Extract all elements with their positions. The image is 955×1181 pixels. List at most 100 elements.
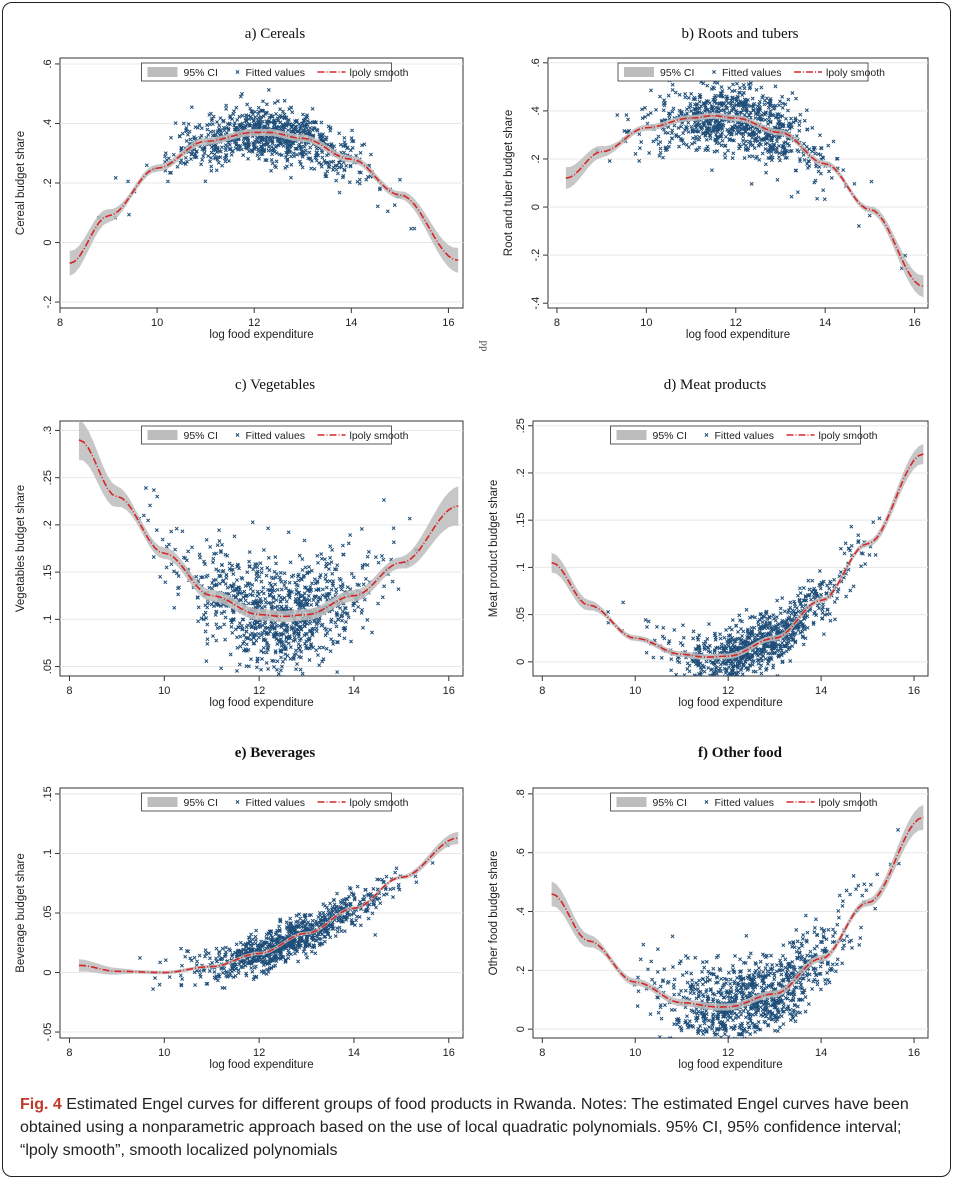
fitted-value-point bbox=[348, 163, 353, 168]
fitted-value-point bbox=[752, 651, 757, 656]
fitted-value-point bbox=[661, 108, 666, 113]
fitted-value-point bbox=[274, 632, 279, 637]
fitted-value-point bbox=[365, 905, 370, 909]
fitted-value-point bbox=[255, 140, 260, 145]
fitted-value-point bbox=[317, 575, 322, 580]
legend-ci-swatch bbox=[147, 67, 178, 77]
fitted-value-point bbox=[777, 143, 781, 148]
legend-fitted-marker bbox=[712, 70, 716, 74]
fitted-value-point bbox=[710, 109, 715, 114]
y-tick-label: .2 bbox=[530, 154, 542, 163]
fitted-value-point bbox=[661, 155, 665, 160]
fitted-value-point bbox=[205, 127, 210, 132]
fitted-value-point bbox=[303, 148, 308, 153]
fitted-value-point bbox=[669, 668, 674, 673]
fitted-value-point bbox=[832, 600, 837, 604]
y-tick-label: .6 bbox=[42, 59, 54, 68]
fitted-value-point bbox=[646, 619, 651, 624]
fitted-value-point bbox=[724, 96, 729, 101]
fitted-value-point bbox=[758, 630, 762, 635]
fitted-value-point bbox=[243, 145, 248, 150]
fitted-value-point bbox=[763, 146, 768, 151]
fitted-value-point bbox=[792, 632, 797, 637]
fitted-value-point bbox=[324, 627, 329, 632]
fitted-value-point bbox=[376, 560, 381, 565]
fitted-value-point bbox=[269, 120, 274, 125]
fitted-value-point bbox=[218, 149, 223, 154]
fitted-value-point bbox=[827, 586, 832, 591]
fitted-value-point bbox=[202, 151, 207, 155]
fitted-value-point bbox=[606, 609, 611, 614]
fitted-value-point bbox=[691, 111, 696, 116]
fitted-value-point bbox=[264, 630, 269, 635]
fitted-value-point bbox=[704, 659, 709, 664]
fitted-value-point bbox=[796, 609, 801, 614]
fitted-value-point bbox=[271, 148, 276, 153]
fitted-value-point bbox=[256, 631, 261, 636]
fitted-value-point bbox=[797, 157, 802, 161]
fitted-value-point bbox=[233, 595, 238, 600]
fitted-value-point bbox=[266, 144, 271, 149]
legend-smooth-label: lpoly smooth bbox=[826, 67, 885, 79]
y-tick-label: .2 bbox=[42, 178, 54, 187]
fitted-value-point bbox=[298, 619, 303, 624]
fitted-value-point bbox=[230, 563, 235, 568]
fitted-value-point bbox=[682, 128, 687, 133]
fitted-value-point bbox=[273, 650, 278, 655]
fitted-value-point bbox=[251, 601, 256, 606]
x-tick-label: 12 bbox=[730, 317, 742, 329]
fitted-value-point bbox=[229, 620, 234, 625]
fitted-value-point bbox=[269, 623, 274, 628]
legend-ci-label: 95% CI bbox=[184, 430, 218, 442]
fitted-value-point bbox=[759, 671, 764, 676]
fitted-value-point bbox=[365, 554, 370, 559]
fitted-value-point bbox=[787, 637, 792, 642]
fitted-value-point bbox=[231, 617, 236, 622]
fitted-value-point bbox=[821, 602, 826, 607]
fitted-value-point bbox=[330, 547, 335, 552]
fitted-value-point bbox=[842, 551, 847, 556]
fitted-value-point bbox=[126, 179, 131, 184]
fitted-value-point bbox=[712, 662, 717, 667]
fitted-value-point bbox=[696, 121, 701, 125]
fitted-value-point bbox=[722, 674, 727, 676]
fitted-value-point bbox=[349, 912, 354, 917]
fitted-value-point bbox=[790, 637, 795, 642]
fitted-value-point bbox=[768, 625, 773, 630]
fitted-value-point bbox=[186, 122, 191, 127]
fitted-value-point bbox=[220, 542, 225, 547]
fitted-value-point bbox=[798, 601, 803, 606]
fitted-value-point bbox=[302, 596, 307, 601]
fitted-value-point bbox=[350, 920, 355, 925]
fitted-value-point bbox=[262, 147, 267, 152]
fitted-value-point bbox=[763, 112, 768, 117]
fitted-value-point bbox=[269, 575, 274, 580]
fitted-value-point bbox=[690, 658, 695, 662]
fitted-value-point bbox=[277, 951, 282, 956]
fitted-value-point bbox=[249, 960, 254, 965]
fitted-value-point bbox=[305, 937, 310, 942]
fitted-value-point bbox=[278, 918, 283, 923]
fitted-value-point bbox=[328, 901, 333, 906]
fitted-value-point bbox=[681, 623, 685, 628]
fitted-value-point bbox=[274, 143, 279, 148]
fitted-value-point bbox=[210, 581, 215, 585]
fitted-value-point bbox=[278, 599, 283, 604]
fitted-value-point bbox=[720, 89, 725, 93]
fitted-value-point bbox=[283, 652, 288, 657]
fitted-value-point bbox=[751, 102, 756, 107]
fitted-value-point bbox=[278, 570, 283, 575]
fitted-value-point bbox=[297, 159, 302, 164]
fitted-value-point bbox=[706, 127, 711, 132]
x-tick-label: 8 bbox=[539, 685, 545, 697]
fitted-value-point bbox=[690, 127, 695, 132]
fitted-value-point bbox=[274, 955, 279, 960]
fitted-value-point bbox=[286, 641, 291, 646]
fitted-value-point bbox=[258, 596, 263, 601]
fitted-value-point bbox=[211, 634, 215, 638]
fitted-value-point bbox=[752, 138, 757, 143]
fitted-value-point bbox=[315, 653, 320, 658]
x-tick-label: 14 bbox=[348, 1047, 360, 1059]
fitted-value-point bbox=[834, 962, 839, 967]
fitted-value-point bbox=[740, 672, 745, 676]
